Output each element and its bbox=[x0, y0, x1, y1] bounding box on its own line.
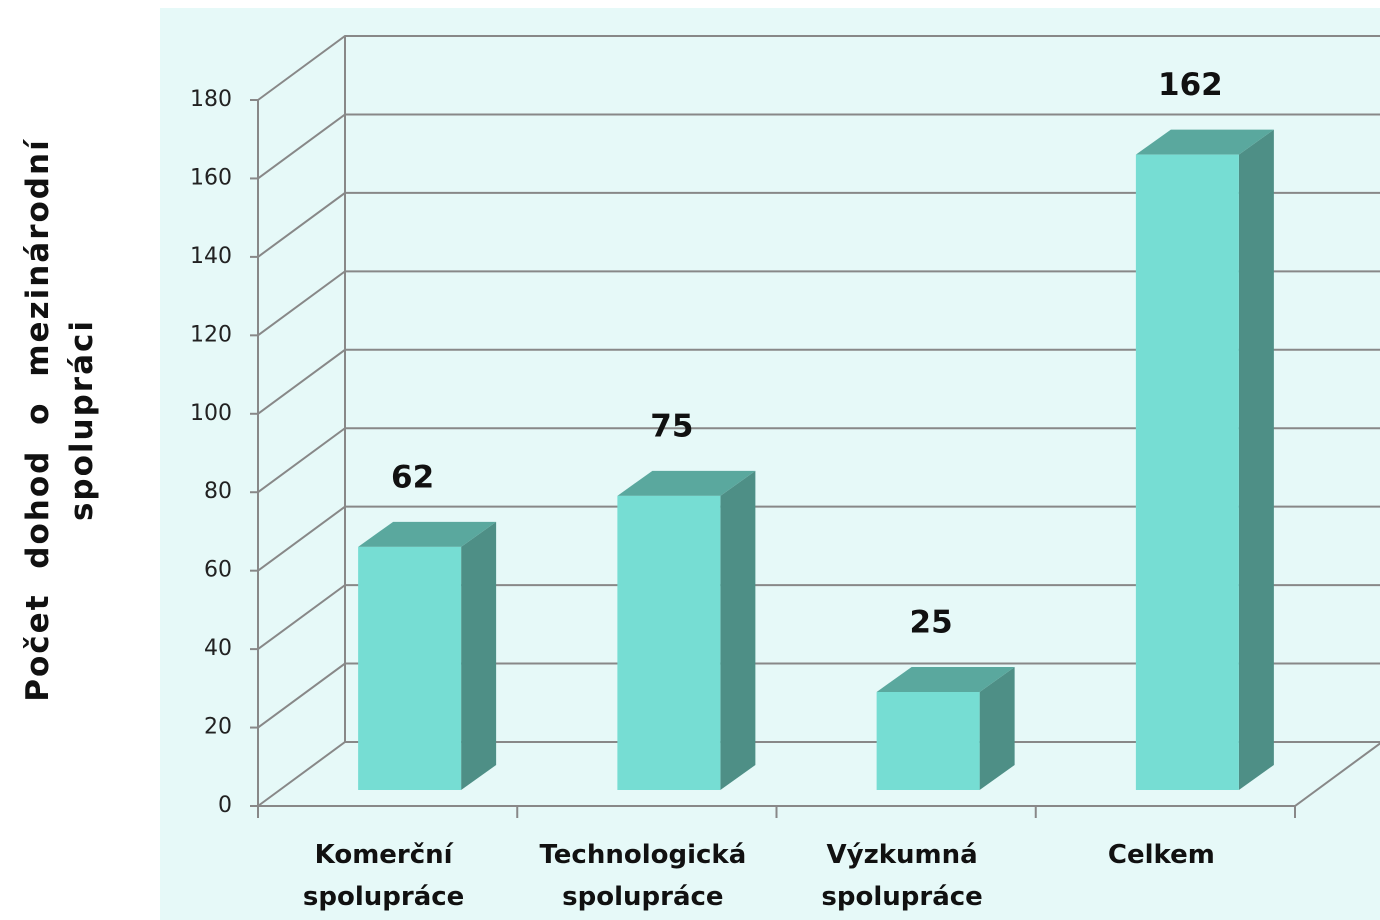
bar-side bbox=[461, 521, 497, 790]
bar bbox=[876, 666, 1015, 790]
bar-front bbox=[617, 495, 721, 790]
bar-side bbox=[720, 470, 756, 790]
bar bbox=[358, 521, 497, 790]
y-tick-label: 0 bbox=[218, 793, 232, 818]
y-tick-label: 140 bbox=[190, 244, 232, 269]
y-axis-label: Počet dohod o mezinárodní spolupráci bbox=[20, 138, 100, 702]
grid-line bbox=[257, 505, 1380, 572]
y-tick-label: 20 bbox=[204, 715, 232, 740]
bar-side bbox=[979, 666, 1015, 790]
grid-line bbox=[257, 191, 1380, 258]
grid-line bbox=[257, 348, 1380, 415]
y-tick-label: 60 bbox=[204, 558, 232, 583]
bar-top bbox=[358, 521, 497, 547]
grid-line bbox=[257, 741, 1380, 807]
bar-front bbox=[358, 546, 462, 790]
bar-front bbox=[1135, 154, 1239, 791]
bar-top bbox=[1135, 129, 1274, 155]
x-tick-label: Výzkumná spolupráce bbox=[821, 840, 983, 912]
value-label: 62 bbox=[391, 459, 434, 495]
grid-line bbox=[257, 427, 1380, 494]
bar-front bbox=[876, 691, 980, 790]
x-tick-label: Celkem bbox=[1107, 840, 1215, 870]
y-tick-label: 160 bbox=[190, 165, 232, 190]
bar bbox=[617, 470, 756, 790]
value-label: 25 bbox=[910, 604, 953, 640]
y-tick-label: 120 bbox=[190, 322, 232, 347]
bar-side bbox=[1238, 129, 1274, 791]
x-tick-label: Technologická spolupráce bbox=[539, 840, 747, 912]
y-tick-label: 40 bbox=[204, 636, 232, 661]
x-tick-label: Komerční spolupráce bbox=[302, 840, 465, 912]
bar-top bbox=[617, 470, 756, 496]
grid-line bbox=[257, 113, 1380, 180]
grid-line bbox=[257, 35, 1380, 101]
y-tick-label: 80 bbox=[204, 479, 232, 504]
y-tick-label: 100 bbox=[190, 401, 232, 426]
grid-line bbox=[257, 270, 1380, 337]
grid-line bbox=[257, 584, 1380, 650]
y-tick-label: 180 bbox=[190, 87, 232, 112]
value-label: 162 bbox=[1158, 67, 1223, 103]
grid-line bbox=[257, 662, 1380, 729]
bar-top bbox=[876, 666, 1015, 692]
value-label: 75 bbox=[650, 408, 693, 444]
bar bbox=[1135, 129, 1274, 791]
